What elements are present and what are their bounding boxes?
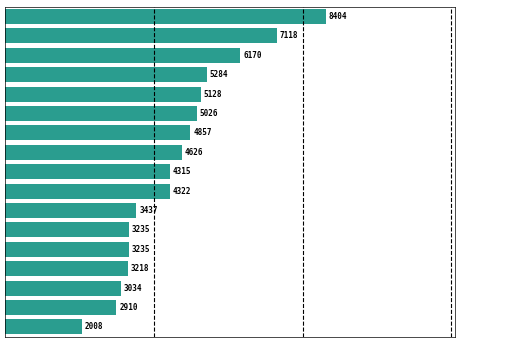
- Text: 4857: 4857: [194, 129, 212, 137]
- Text: 3235: 3235: [132, 225, 150, 234]
- Bar: [5, 28, 277, 44]
- Text: 5026: 5026: [200, 109, 219, 118]
- Bar: [5, 203, 136, 218]
- Text: 4322: 4322: [173, 187, 191, 196]
- Bar: [5, 261, 128, 276]
- Bar: [5, 125, 190, 140]
- Bar: [5, 184, 170, 199]
- Bar: [5, 280, 121, 296]
- Text: 2008: 2008: [85, 322, 104, 332]
- Bar: [5, 48, 241, 63]
- Bar: [5, 106, 197, 121]
- Text: 5128: 5128: [204, 90, 222, 99]
- Bar: [5, 87, 201, 102]
- Bar: [5, 9, 325, 24]
- Text: 3034: 3034: [124, 284, 142, 293]
- Text: 3235: 3235: [132, 245, 150, 254]
- Bar: [5, 222, 129, 237]
- Text: 7118: 7118: [280, 31, 298, 40]
- Text: 2910: 2910: [119, 303, 138, 312]
- Text: 4626: 4626: [185, 148, 203, 157]
- Bar: [5, 145, 181, 160]
- Text: 5284: 5284: [210, 70, 228, 79]
- Text: 3437: 3437: [139, 206, 158, 215]
- Bar: [5, 67, 207, 82]
- Text: 4315: 4315: [173, 167, 191, 176]
- Bar: [5, 319, 82, 335]
- Text: 3218: 3218: [131, 264, 150, 273]
- Text: 6170: 6170: [244, 51, 262, 60]
- Text: 8404: 8404: [328, 12, 347, 21]
- Bar: [5, 300, 116, 315]
- Bar: [5, 164, 169, 179]
- Bar: [5, 242, 129, 257]
